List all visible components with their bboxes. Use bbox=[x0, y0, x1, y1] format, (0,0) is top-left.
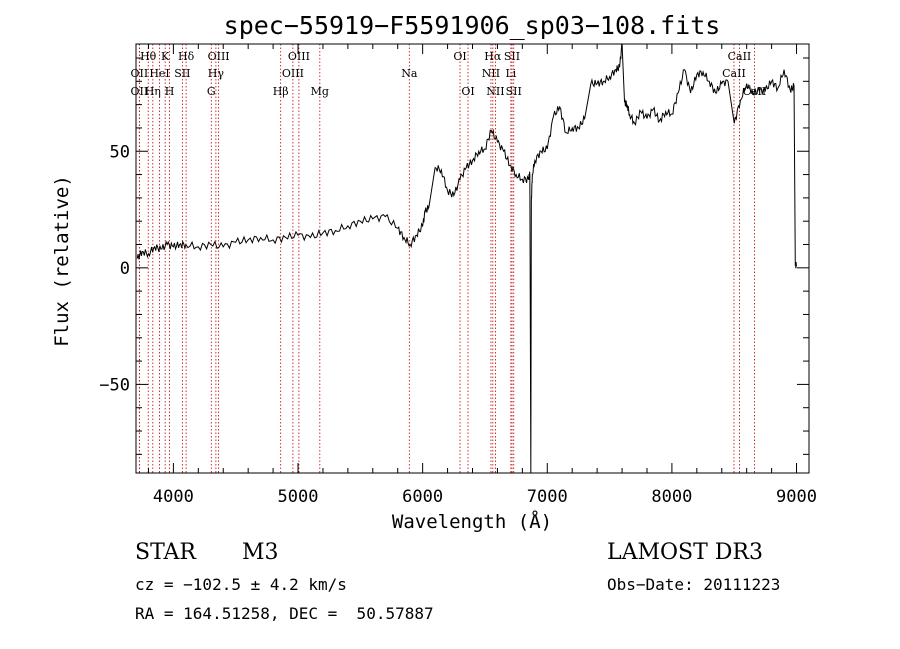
line-label: CaII bbox=[722, 67, 746, 80]
coordinates: RA = 164.51258, DEC = 50.57887 bbox=[135, 604, 434, 623]
x-tick-label: 8000 bbox=[651, 487, 692, 507]
line-label: CaII bbox=[728, 50, 752, 63]
flux-series-line bbox=[136, 43, 798, 474]
line-label: OI bbox=[453, 50, 466, 63]
redshift-cz: cz = −102.5 ± 4.2 km/s bbox=[135, 575, 347, 594]
line-label: OIII bbox=[288, 50, 310, 63]
line-label: HeI bbox=[149, 67, 169, 80]
y-axis-label: Flux (relative) bbox=[51, 175, 73, 347]
line-label: NII bbox=[486, 85, 504, 98]
x-axis-ticks: 4000 5000 6000 7000 8000 9000 bbox=[147, 44, 817, 507]
line-label: SII bbox=[506, 85, 522, 98]
line-label: SII bbox=[504, 50, 520, 63]
y-tick-label: −50 bbox=[99, 375, 130, 395]
line-label: Hγ bbox=[208, 67, 225, 80]
line-label: Hδ bbox=[178, 50, 195, 63]
x-tick-label: 9000 bbox=[776, 487, 817, 507]
line-label: SII bbox=[174, 67, 190, 80]
x-tick-label: 5000 bbox=[278, 487, 319, 507]
line-label: OII bbox=[131, 85, 149, 98]
y-tick-label: 50 bbox=[110, 142, 130, 162]
x-tick-label: 6000 bbox=[402, 487, 443, 507]
y-tick-label: 0 bbox=[120, 259, 130, 279]
line-label: G bbox=[207, 85, 216, 98]
line-label: OI bbox=[461, 85, 474, 98]
line-label: H bbox=[165, 85, 175, 98]
object-type: STAR bbox=[135, 540, 196, 565]
line-label: Hα bbox=[484, 50, 502, 63]
object-subclass: M3 bbox=[242, 540, 279, 565]
plot-frame bbox=[135, 43, 810, 474]
observation-date: Obs−Date: 20111223 bbox=[607, 575, 781, 594]
line-label: Hβ bbox=[273, 85, 289, 98]
x-tick-label: 7000 bbox=[527, 487, 568, 507]
line-label: NII bbox=[482, 67, 500, 80]
line-label: Hθ bbox=[140, 50, 157, 63]
line-label: Li bbox=[505, 67, 516, 80]
line-label: Na bbox=[401, 67, 418, 80]
chart-title: spec−55919−F5591906_sp03−108.fits bbox=[224, 11, 721, 40]
line-label: OIII bbox=[208, 50, 230, 63]
line-label: K bbox=[161, 50, 170, 63]
x-tick-label: 4000 bbox=[153, 487, 194, 507]
y-axis-ticks: −50 0 50 bbox=[99, 57, 809, 455]
line-label: Hη bbox=[145, 85, 161, 98]
x-axis-label: Wavelength (Å) bbox=[392, 510, 552, 533]
line-label: Mg bbox=[311, 85, 329, 98]
survey-name: LAMOST DR3 bbox=[607, 540, 763, 565]
line-label: OIII bbox=[282, 67, 304, 80]
